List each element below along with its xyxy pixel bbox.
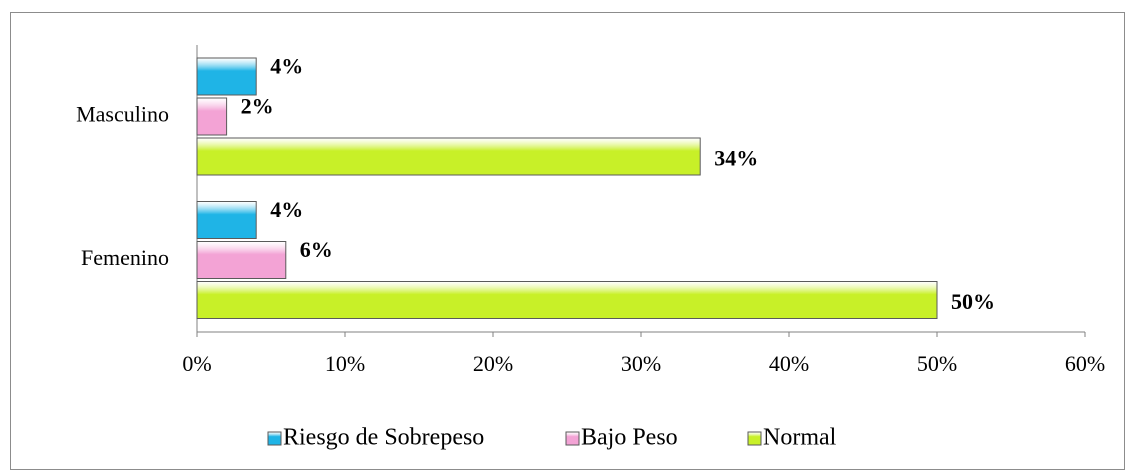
legend-label: Normal: [763, 425, 837, 451]
data-label: 2%: [241, 94, 274, 119]
data-label: 6%: [300, 237, 333, 262]
x-tick-label: 50%: [917, 351, 957, 376]
legend-swatch: [267, 431, 282, 446]
x-tick-label: 40%: [769, 351, 809, 376]
bar: [196, 281, 938, 319]
x-tick-label: 10%: [325, 351, 365, 376]
data-label: 50%: [951, 289, 995, 314]
data-label: 34%: [714, 146, 758, 171]
data-label: 4%: [270, 54, 303, 79]
x-tick-label: 20%: [473, 351, 513, 376]
legend-label: Riesgo de Sobrepeso: [283, 425, 484, 451]
data-label: 4%: [270, 197, 303, 222]
x-tick-label: 60%: [1065, 351, 1105, 376]
y-tick-label: Femenino: [81, 245, 169, 270]
bar: [196, 201, 257, 239]
bar: [196, 97, 228, 136]
legend-swatch: [747, 431, 762, 446]
y-tick-label: Masculino: [76, 102, 169, 127]
x-tick-label: 30%: [621, 351, 661, 376]
bar: [196, 57, 257, 96]
legend-swatch: [565, 431, 580, 446]
legend-label: Bajo Peso: [581, 425, 678, 451]
chart-border: [10, 12, 1125, 470]
bar: [196, 241, 287, 279]
x-tick-label: 0%: [182, 351, 211, 376]
bar: [196, 137, 701, 176]
